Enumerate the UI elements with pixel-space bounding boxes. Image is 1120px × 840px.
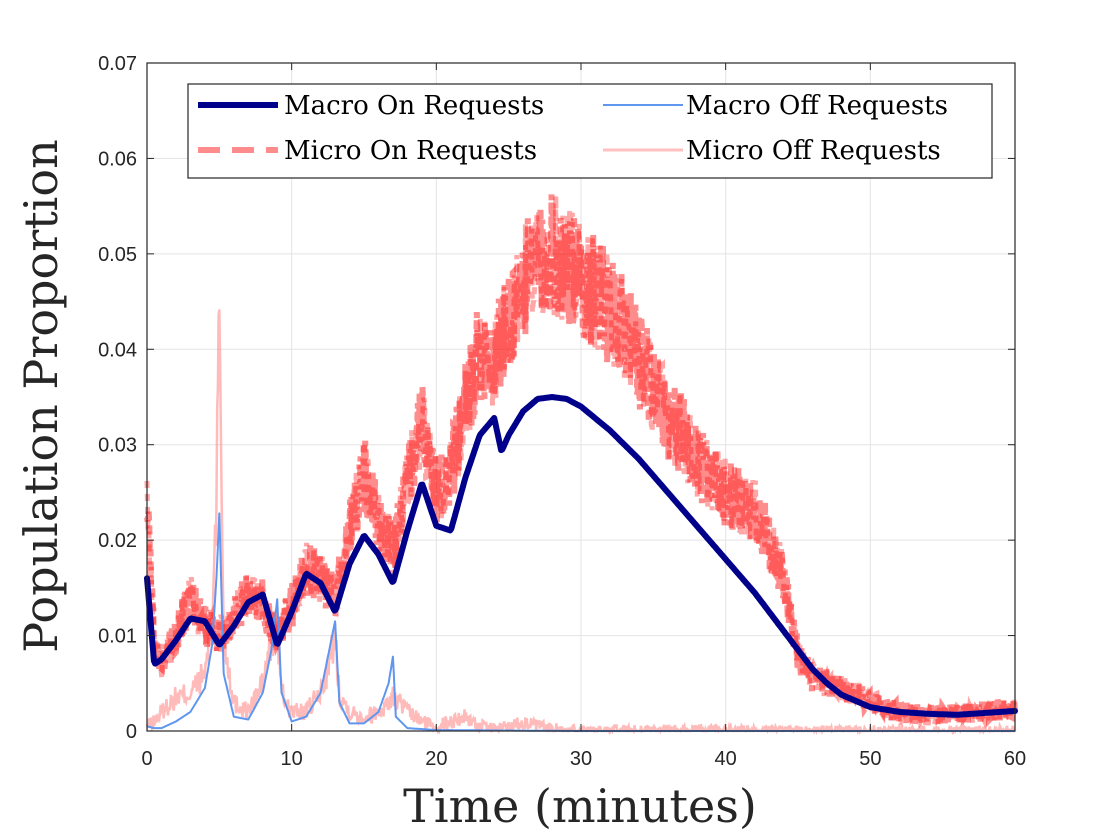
legend: Macro On Requests Macro Off Requests Mic…: [187, 83, 993, 179]
legend-label-micro-off: Micro Off Requests: [686, 136, 941, 166]
y-tick-label: 0.07: [98, 53, 137, 75]
legend-box: [187, 83, 993, 179]
x-tick-label: 10: [281, 748, 303, 770]
y-tick-label: 0.04: [98, 339, 137, 361]
y-tick-label: 0.01: [98, 626, 137, 648]
y-tick-label: 0.05: [98, 244, 137, 266]
series-macro-on: [144, 394, 1018, 718]
x-tick-label: 0: [141, 748, 152, 770]
y-tick-label: 0: [126, 721, 137, 743]
x-axis-label: Time (minutes): [403, 779, 757, 833]
x-tick-label: 30: [570, 748, 592, 770]
tick-labels: 0 10 20 30 40 50 60 0 0.01 0.02 0.03 0.04 0.05 0.06 0.…: [98, 53, 1026, 770]
x-tick-label: 50: [859, 748, 881, 770]
legend-label-macro-on: Macro On Requests: [284, 91, 544, 121]
y-tick-label: 0.06: [98, 148, 137, 170]
legend-label-macro-off: Macro Off Requests: [686, 91, 948, 121]
line-macro-on: [144, 394, 1018, 718]
y-tick-label: 0.03: [98, 435, 137, 457]
legend-label-micro-on: Micro On Requests: [284, 136, 537, 166]
ticks: [146, 62, 1016, 732]
y-tick-label: 0.02: [98, 530, 137, 552]
x-tick-label: 20: [425, 748, 447, 770]
x-tick-label: 60: [1004, 748, 1026, 770]
y-axis-label: Population Proportion: [14, 139, 68, 652]
x-tick-label: 40: [715, 748, 737, 770]
